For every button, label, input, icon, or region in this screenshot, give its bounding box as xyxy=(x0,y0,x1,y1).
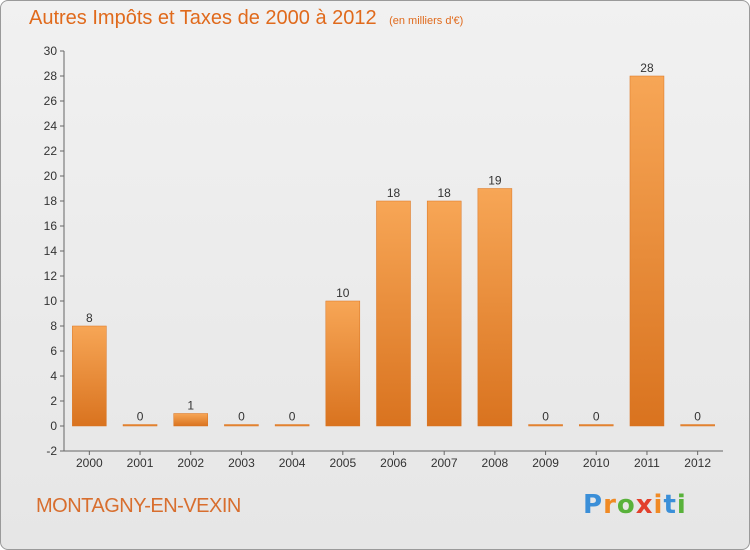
bar xyxy=(629,75,665,427)
x-tick-label: 2011 xyxy=(634,456,660,470)
logo-letter: i xyxy=(653,490,664,520)
bar-value-label: 18 xyxy=(438,186,452,200)
x-tick-label: 2003 xyxy=(228,456,255,470)
bar-value-label: 0 xyxy=(694,410,701,424)
bar-value-label: 8 xyxy=(86,311,93,325)
logo-letter: i xyxy=(676,490,687,520)
y-tick-label: 26 xyxy=(44,94,58,108)
chart-title-row: Autres Impôts et Taxes de 2000 à 2012 (e… xyxy=(29,7,463,30)
bar xyxy=(376,200,411,427)
logo-letter: x xyxy=(635,490,654,520)
logo-letter: o xyxy=(616,490,636,520)
y-tick-label: 6 xyxy=(50,344,57,358)
bar-value-label: 1 xyxy=(187,399,194,413)
bar-value-label: 0 xyxy=(289,410,296,424)
y-tick-label: 22 xyxy=(44,144,58,158)
x-tick-label: 2004 xyxy=(279,456,306,470)
bar xyxy=(72,325,107,427)
y-tick-label: 2 xyxy=(50,394,57,408)
bar xyxy=(173,413,208,427)
bar-value-label: 28 xyxy=(640,61,654,75)
bar-value-label: 0 xyxy=(137,410,144,424)
y-tick-label: 8 xyxy=(50,319,57,333)
bar xyxy=(325,300,361,427)
y-tick-label: 28 xyxy=(44,69,58,83)
bar-value-label: 0 xyxy=(542,410,549,424)
y-tick-label: 12 xyxy=(44,269,58,283)
bar xyxy=(477,188,513,427)
logo-letter: P xyxy=(583,490,604,520)
y-tick-label: 18 xyxy=(44,194,58,208)
y-tick-label: 24 xyxy=(44,119,58,133)
commune-name: MONTAGNY-EN-VEXIN xyxy=(36,495,241,517)
bar xyxy=(579,424,614,427)
y-tick-label: 0 xyxy=(50,419,57,433)
bar-value-label: 18 xyxy=(387,186,401,200)
x-tick-label: 2007 xyxy=(431,456,458,470)
bar xyxy=(122,424,158,427)
bar-value-label: 19 xyxy=(488,174,502,188)
x-tick-label: 2000 xyxy=(76,456,103,470)
chart-title: Autres Impôts et Taxes de 2000 à 2012 xyxy=(29,7,377,29)
y-tick-label: -2 xyxy=(46,444,57,458)
bar-value-label: 0 xyxy=(593,410,600,424)
x-tick-label: 2005 xyxy=(329,456,356,470)
bar xyxy=(426,200,462,427)
y-tick-label: 14 xyxy=(44,244,58,258)
bar-value-label: 0 xyxy=(238,410,245,424)
bar xyxy=(528,424,563,427)
y-tick-label: 4 xyxy=(50,369,57,383)
chart-subtitle: (en milliers d'€) xyxy=(389,15,464,27)
y-tick-label: 10 xyxy=(44,294,58,308)
bar xyxy=(224,424,259,427)
x-tick-label: 2009 xyxy=(532,456,559,470)
x-tick-label: 2012 xyxy=(684,456,711,470)
x-tick-label: 2008 xyxy=(482,456,509,470)
x-tick-label: 2001 xyxy=(127,456,154,470)
logo-letter: r xyxy=(603,490,617,520)
x-tick-label: 2006 xyxy=(380,456,407,470)
y-tick-label: 20 xyxy=(44,169,58,183)
y-tick-label: 30 xyxy=(44,44,58,58)
x-tick-label: 2010 xyxy=(583,456,610,470)
y-tick-label: 16 xyxy=(44,219,58,233)
bar xyxy=(274,424,310,427)
bar xyxy=(680,424,715,427)
logo-letter: t xyxy=(663,490,677,520)
x-tick-label: 2002 xyxy=(177,456,204,470)
bar-value-label: 10 xyxy=(336,286,350,300)
proxiti-logo: Proxiti xyxy=(583,490,687,520)
